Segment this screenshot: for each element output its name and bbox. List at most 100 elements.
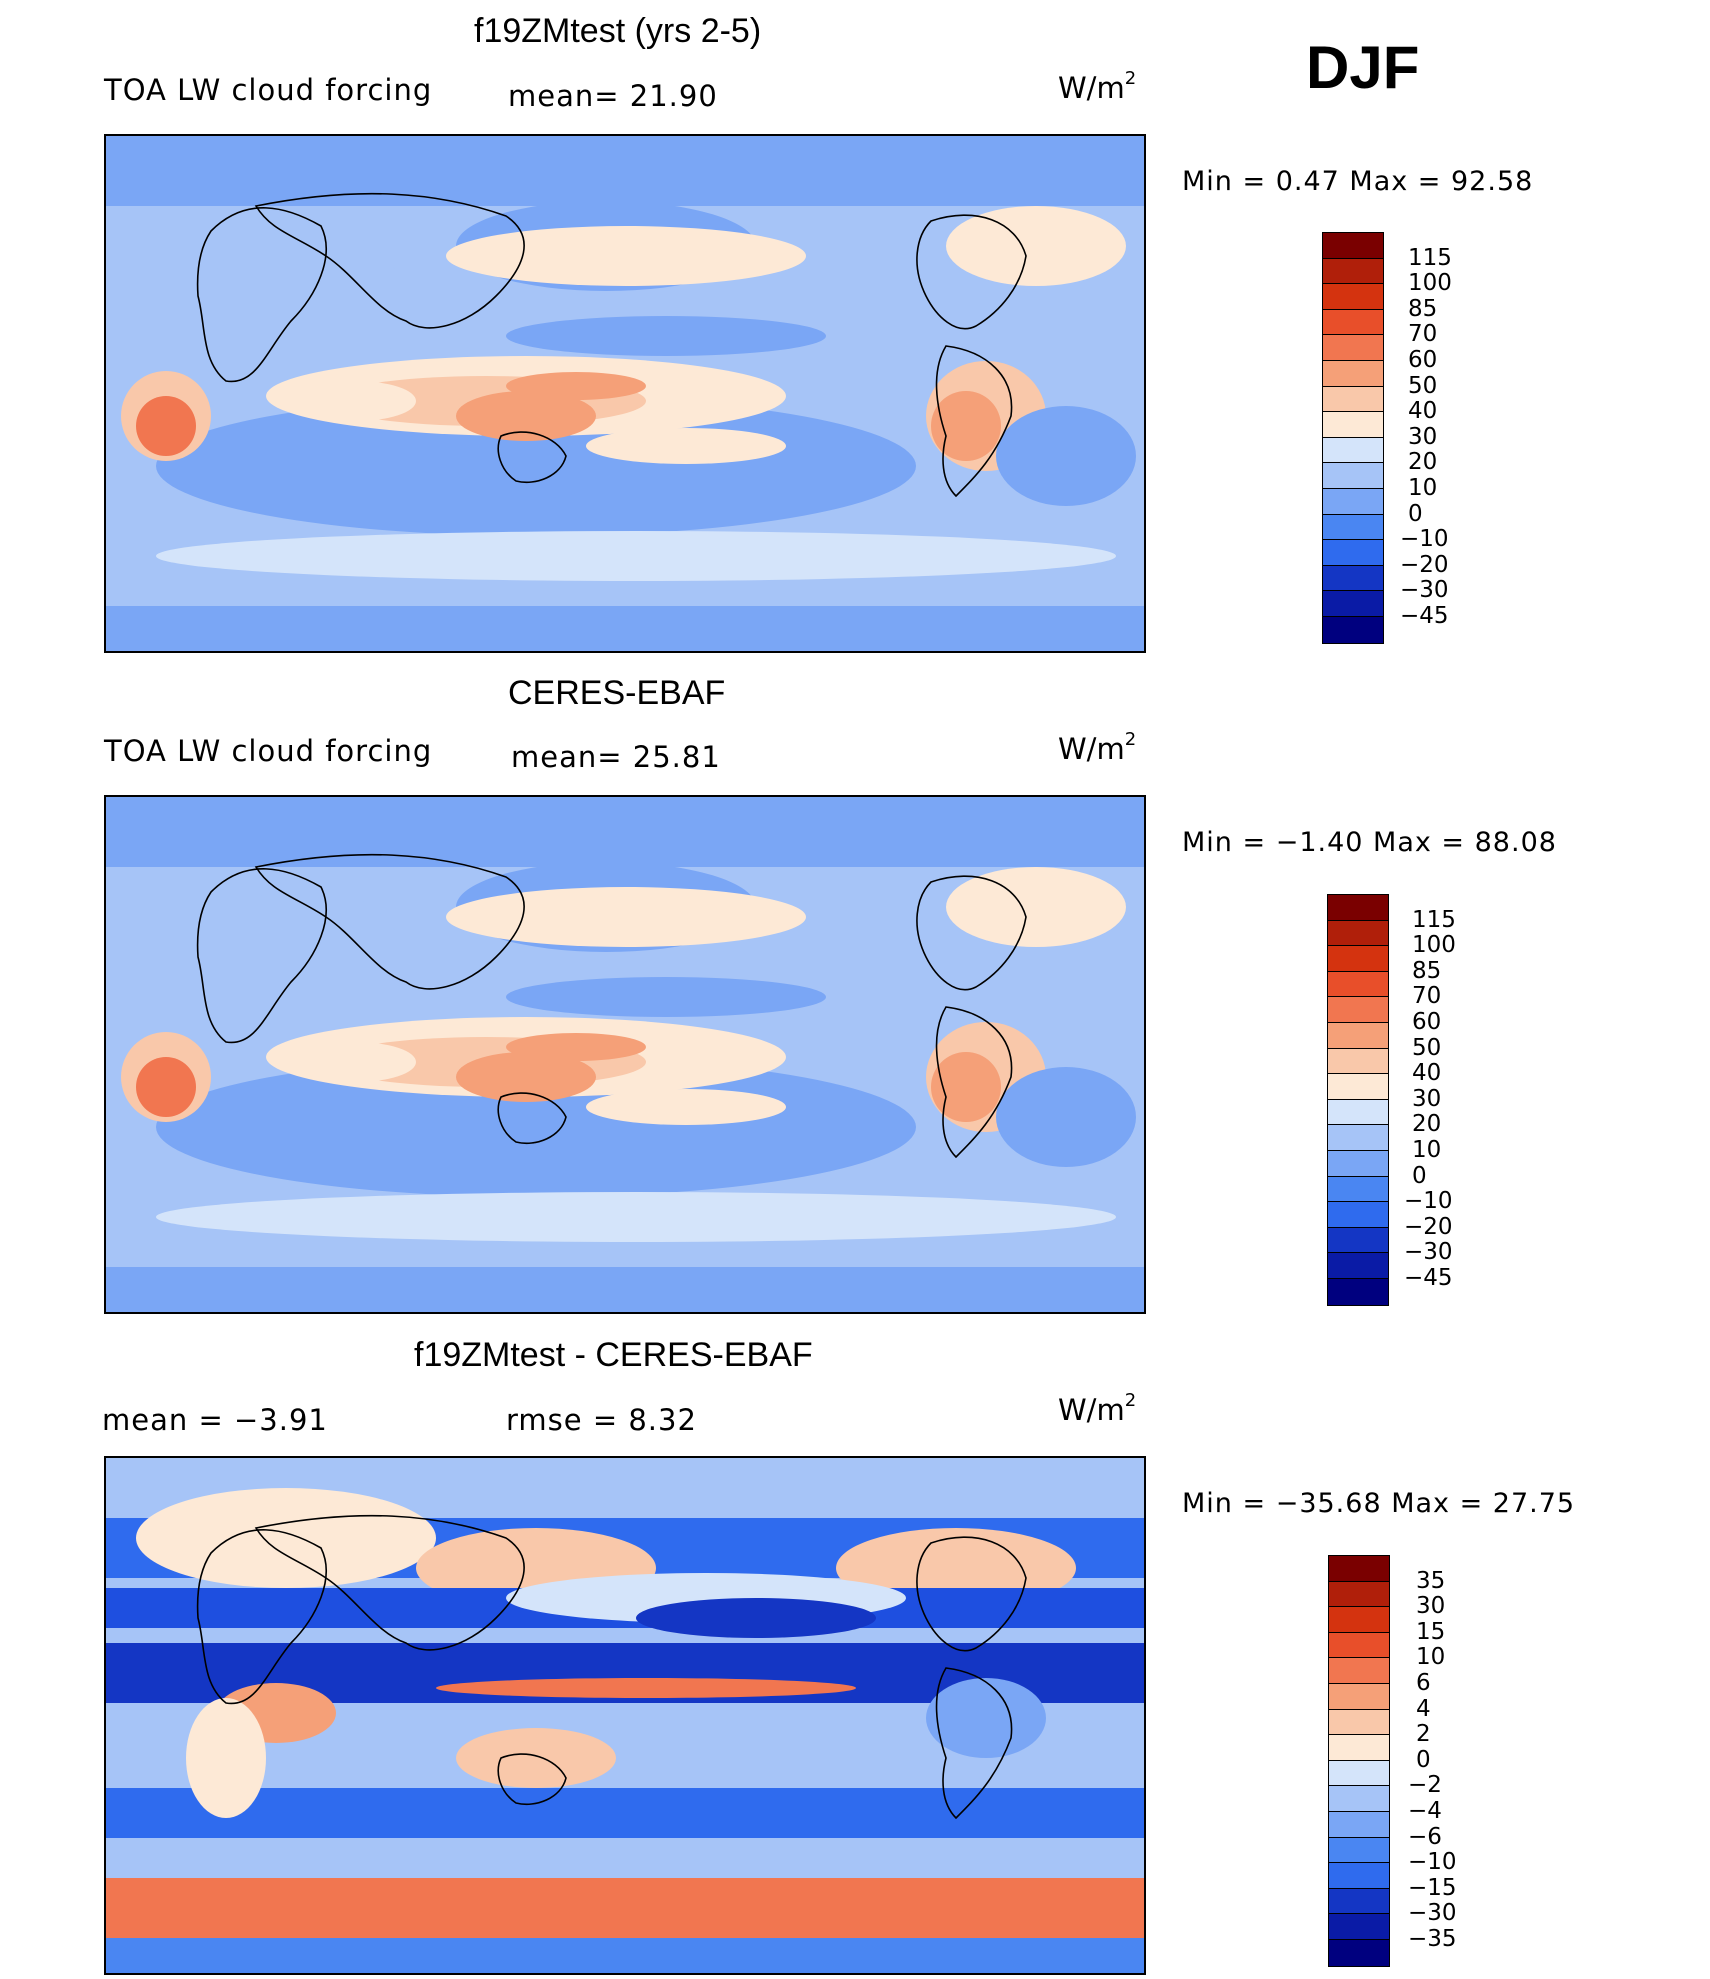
panel3-units: W/m2: [1058, 1390, 1137, 1427]
panel1-title: f19ZMtest (yrs 2-5): [474, 12, 762, 50]
colorbar-swatch: [1323, 258, 1383, 285]
field-contour: [106, 1878, 1144, 1938]
field-contour: [946, 206, 1126, 286]
colorbar-tick-label: 30: [1408, 423, 1438, 450]
colorbar-swatch: [1329, 1888, 1389, 1915]
panel2-units: W/m2: [1058, 729, 1137, 766]
field-contour: [931, 391, 1001, 461]
field-contour: [446, 226, 806, 286]
colorbar-tick-label: 30: [1412, 1085, 1442, 1112]
colorbar-tick-label: 85: [1408, 295, 1438, 322]
field-contour: [916, 875, 1027, 991]
colorbar-tick-label: −20: [1404, 1213, 1453, 1240]
colorbar-tick-label: 60: [1412, 1009, 1442, 1035]
season-label: DJF: [1306, 34, 1420, 101]
colorbar-swatch: [1323, 463, 1383, 489]
colorbar-tick-label: 40: [1412, 1060, 1442, 1087]
colorbar-swatch: [1328, 1048, 1388, 1075]
field-contour: [636, 1598, 876, 1638]
colorbar-swatch: [1329, 1786, 1389, 1812]
colorbar-tick-label: 0: [1412, 1162, 1427, 1189]
panel1-map: [104, 134, 1146, 653]
field-contour: [196, 207, 327, 383]
colorbar-swatch: [1323, 540, 1383, 566]
panel3-rmse: rmse = 8.32: [506, 1403, 697, 1437]
panel2-map: [104, 795, 1146, 1314]
colorbar-swatch: [1329, 1658, 1389, 1684]
colorbar-tick-label: −45: [1400, 603, 1449, 629]
field-contour: [506, 316, 826, 356]
colorbar-swatch: [1329, 1556, 1389, 1582]
field-contour: [156, 531, 1116, 581]
field-contour: [916, 1536, 1027, 1652]
colorbar-tick-label: 100: [1412, 932, 1456, 959]
field-contour: [497, 1092, 567, 1144]
field-contour: [196, 1529, 327, 1705]
colorbar-swatch: [1329, 1735, 1389, 1761]
colorbar-swatch: [1328, 1278, 1388, 1305]
colorbar-tick-label: 115: [1408, 244, 1452, 271]
field-contour: [931, 1052, 1001, 1122]
colorbar-tick-label: 60: [1408, 347, 1438, 373]
colorbar-swatch: [1323, 565, 1383, 592]
field-contour: [186, 1698, 266, 1818]
field-contour: [106, 1267, 1144, 1312]
field-contour: [206, 887, 406, 1047]
colorbar-swatch: [1329, 1837, 1389, 1864]
colorbar-swatch: [1329, 1914, 1389, 1940]
colorbar-tick-label: −10: [1408, 1849, 1457, 1876]
colorbar-tick-label: 0: [1408, 500, 1423, 527]
colorbar-tick-label: 115: [1412, 906, 1456, 933]
colorbar-swatch: [1328, 946, 1388, 972]
panel3-map: [104, 1456, 1146, 1975]
colorbar-swatch: [1329, 1632, 1389, 1659]
colorbar-swatch: [1328, 920, 1388, 947]
colorbar-tick-label: 70: [1412, 983, 1442, 1010]
colorbar-swatch: [1328, 1074, 1388, 1100]
field-contour: [456, 391, 596, 441]
field-contour: [497, 1753, 567, 1805]
panel2-title: CERES-EBAF: [508, 674, 726, 712]
colorbar-tick-label: −30: [1408, 1900, 1457, 1927]
colorbar-swatch: [1328, 1227, 1388, 1254]
colorbar-tick-label: −30: [1404, 1239, 1453, 1266]
field-contour: [497, 431, 567, 483]
colorbar-swatch: [1323, 309, 1383, 336]
field-contour: [456, 1728, 616, 1788]
colorbar-swatch: [1328, 971, 1388, 998]
colorbar-tick-label: −6: [1408, 1823, 1442, 1850]
colorbar-tick-label: −45: [1404, 1265, 1453, 1291]
colorbar-swatch: [1328, 997, 1388, 1023]
colorbar-tick-label: 10: [1408, 475, 1438, 501]
field-contour: [436, 1678, 856, 1698]
panel3-colorbar: [1328, 1555, 1390, 1967]
colorbar-swatch: [1328, 1176, 1388, 1203]
colorbar-tick-label: 6: [1416, 1670, 1431, 1696]
field-contour: [586, 1089, 786, 1125]
colorbar-swatch: [1329, 1709, 1389, 1736]
colorbar-swatch: [1328, 1125, 1388, 1151]
colorbar-swatch: [1323, 591, 1383, 617]
field-contour: [916, 214, 1027, 330]
colorbar-tick-label: 50: [1412, 1034, 1442, 1061]
map-field: [106, 1458, 1144, 1973]
map-field: [106, 797, 1144, 1312]
field-contour: [296, 381, 416, 421]
panel1-mean: mean= 21.90: [508, 79, 718, 113]
colorbar-tick-label: −2: [1408, 1772, 1442, 1799]
colorbar-swatch: [1323, 233, 1383, 259]
colorbar-tick-label: −10: [1404, 1188, 1453, 1215]
colorbar-swatch: [1329, 1683, 1389, 1710]
colorbar-tick-label: −35: [1408, 1926, 1457, 1952]
field-contour: [136, 1057, 196, 1117]
panel1-units: W/m2: [1058, 68, 1137, 105]
colorbar-tick-label: 15: [1416, 1618, 1446, 1645]
field-contour: [196, 868, 327, 1044]
panel3-min-max: Min = −35.68 Max = 27.75: [1182, 1488, 1576, 1519]
field-contour: [254, 853, 525, 990]
colorbar-swatch: [1329, 1760, 1389, 1787]
colorbar-tick-label: 10: [1416, 1644, 1446, 1671]
panel2-mean: mean= 25.81: [511, 740, 721, 774]
map-field: [106, 136, 1144, 651]
colorbar-tick-label: 100: [1408, 270, 1452, 297]
